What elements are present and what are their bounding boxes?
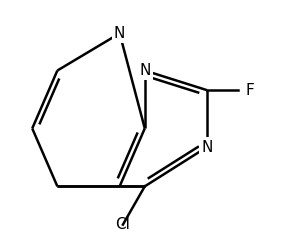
Text: N: N [114,26,125,41]
Text: N: N [139,63,151,78]
Text: N: N [201,140,213,154]
Text: Cl: Cl [115,217,130,232]
Text: F: F [245,83,254,98]
